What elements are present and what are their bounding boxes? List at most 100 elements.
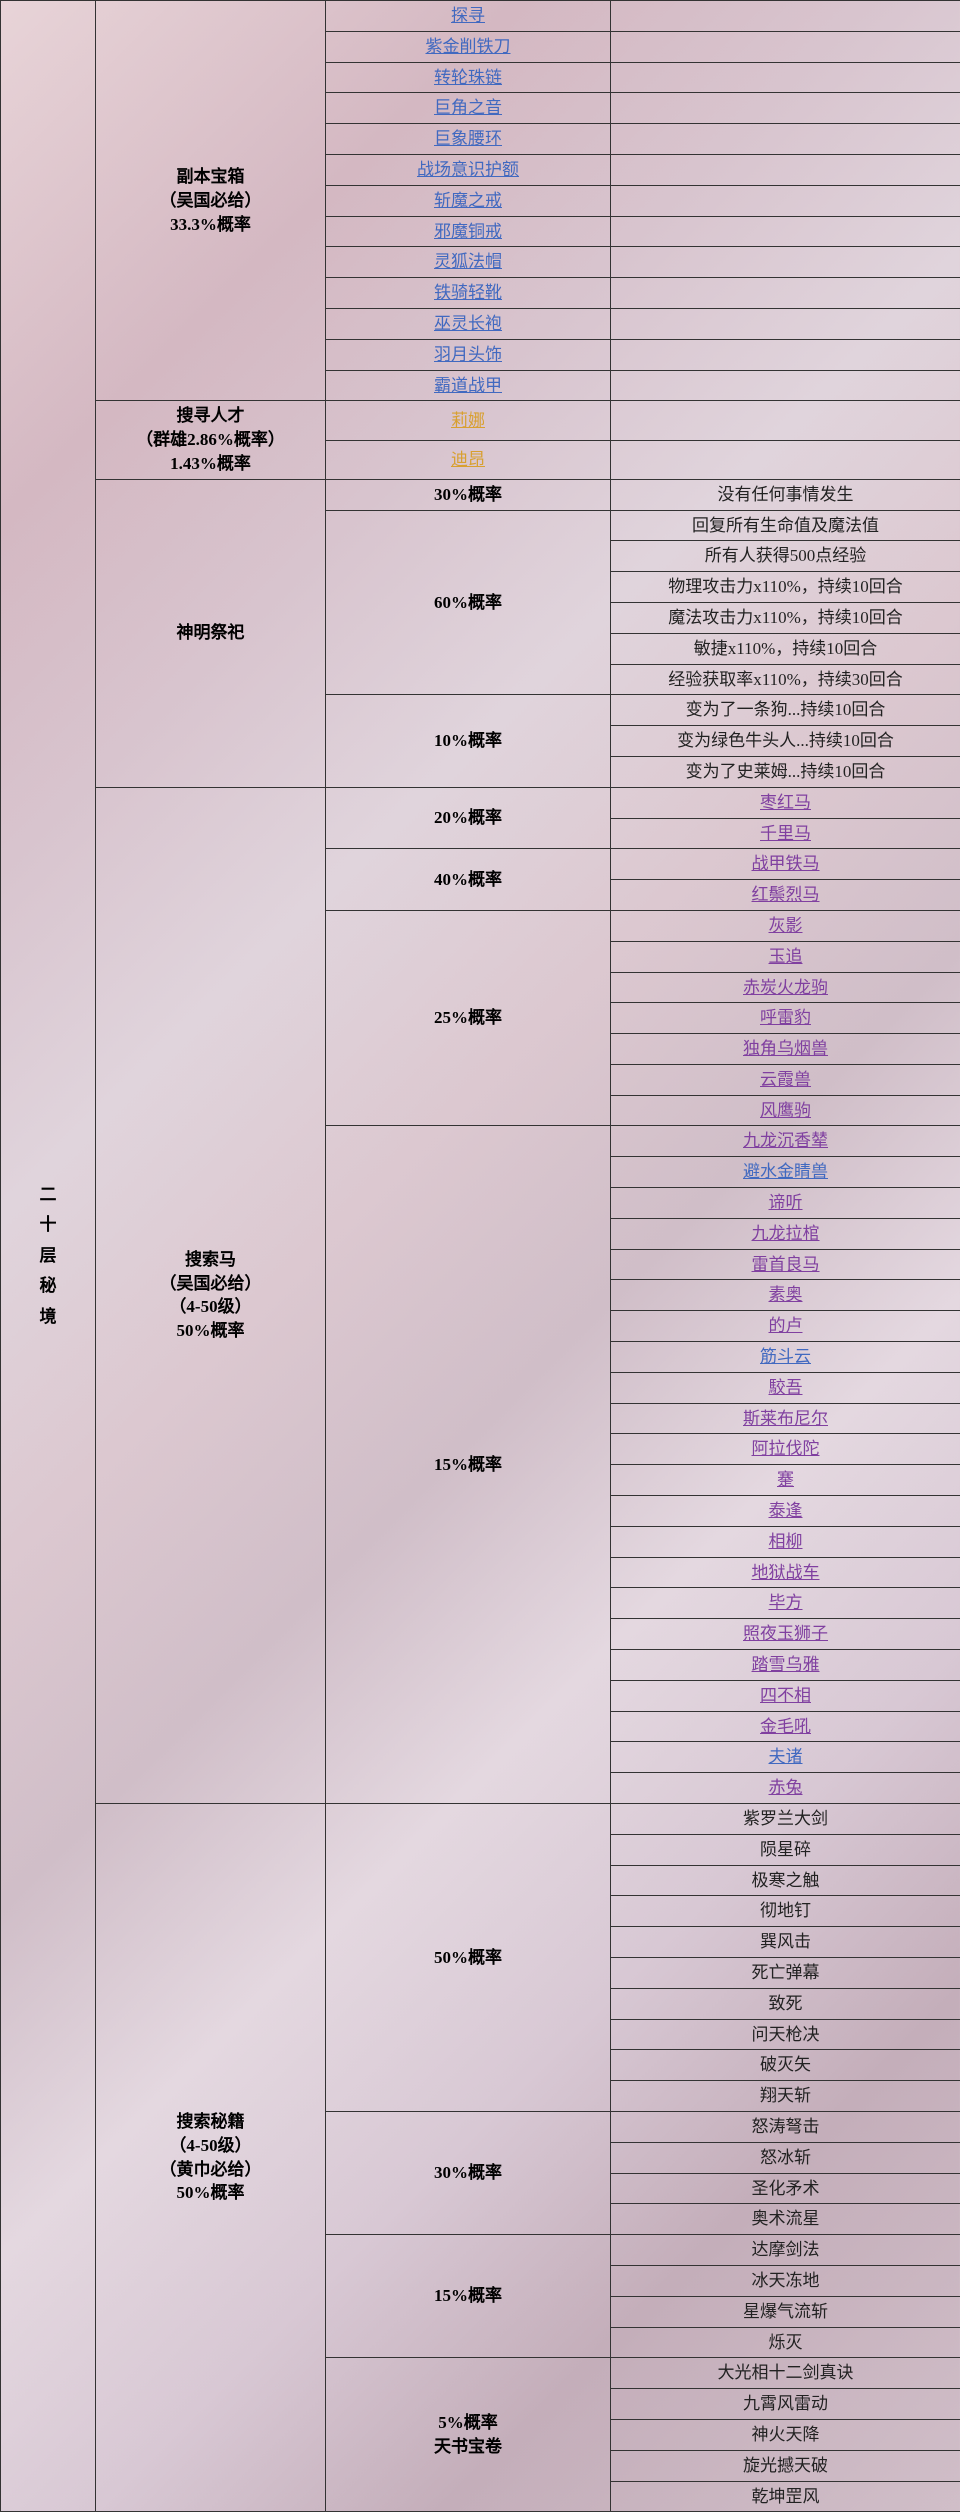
- probability-cell: 15%概率: [326, 1126, 611, 1804]
- chest-item[interactable]: 灵狐法帽: [326, 247, 611, 278]
- horse-item[interactable]: 战甲铁马: [611, 849, 960, 880]
- horse-item[interactable]: 灰影: [611, 910, 960, 941]
- horse-item[interactable]: 九龙拉棺: [611, 1218, 960, 1249]
- skill-item: 烁灭: [611, 2327, 960, 2358]
- horse-item[interactable]: 枣红马: [611, 787, 960, 818]
- horse-item[interactable]: 泰逢: [611, 1496, 960, 1527]
- chest-item[interactable]: 巨象腰环: [326, 124, 611, 155]
- chest-item[interactable]: 探寻: [326, 1, 611, 32]
- horse-item[interactable]: 筋斗云: [611, 1342, 960, 1373]
- horse-item[interactable]: 九龙沉香辇: [611, 1126, 960, 1157]
- empty-cell: [611, 339, 960, 370]
- chest-item[interactable]: 紫金削铁刀: [326, 31, 611, 62]
- effect-item: 物理攻击力x110%，持续10回合: [611, 572, 960, 603]
- chest-item[interactable]: 战场意识护额: [326, 154, 611, 185]
- effect-item: 回复所有生命值及魔法值: [611, 510, 960, 541]
- horse-item[interactable]: 红鬃烈马: [611, 880, 960, 911]
- horse-item[interactable]: 云霞兽: [611, 1064, 960, 1095]
- empty-cell: [611, 401, 960, 440]
- chest-item[interactable]: 巨角之音: [326, 93, 611, 124]
- horse-item[interactable]: 雷首良马: [611, 1249, 960, 1280]
- horse-item[interactable]: 夫诸: [611, 1742, 960, 1773]
- chest-item[interactable]: 铁骑轻靴: [326, 278, 611, 309]
- skill-item: 九霄风雷动: [611, 2389, 960, 2420]
- empty-cell: [611, 154, 960, 185]
- talent-item[interactable]: 迪昂: [326, 440, 611, 479]
- main-label: 二十层秘境: [1, 1, 96, 2512]
- horse-item[interactable]: 赤兔: [611, 1773, 960, 1804]
- skill-item: 怒冰斩: [611, 2142, 960, 2173]
- empty-cell: [611, 62, 960, 93]
- horse-item[interactable]: 玉追: [611, 941, 960, 972]
- horse-item[interactable]: 独角乌烟兽: [611, 1034, 960, 1065]
- effect-item: 变为绿色牛头人...持续10回合: [611, 726, 960, 757]
- skill-item: 冰天冻地: [611, 2265, 960, 2296]
- horse-item[interactable]: 风鹰驹: [611, 1095, 960, 1126]
- probability-cell: 25%概率: [326, 910, 611, 1126]
- effect-item: 没有任何事情发生: [611, 479, 960, 510]
- horse-item[interactable]: 四不相: [611, 1680, 960, 1711]
- section-horse-label: 搜索马（吴国必给）（4-50级）50%概率: [96, 787, 326, 1803]
- skill-item: 翔天斩: [611, 2081, 960, 2112]
- skill-item: 陨星碎: [611, 1834, 960, 1865]
- horse-item[interactable]: 照夜玉狮子: [611, 1619, 960, 1650]
- horse-item[interactable]: 呼雷豹: [611, 1003, 960, 1034]
- horse-item[interactable]: 金毛吼: [611, 1711, 960, 1742]
- chest-item[interactable]: 邪魔铜戒: [326, 216, 611, 247]
- effect-item: 敏捷x110%，持续10回合: [611, 633, 960, 664]
- chest-item[interactable]: 巫灵长袍: [326, 308, 611, 339]
- probability-cell: 10%概率: [326, 695, 611, 787]
- empty-cell: [611, 93, 960, 124]
- probability-cell: 60%概率: [326, 510, 611, 695]
- empty-cell: [611, 308, 960, 339]
- probability-cell: 20%概率: [326, 787, 611, 849]
- horse-item[interactable]: 踏雪乌雅: [611, 1650, 960, 1681]
- talent-item[interactable]: 莉娜: [326, 401, 611, 440]
- empty-cell: [611, 31, 960, 62]
- section-skill-label: 搜索秘籍（4-50级）（黄巾必给）50%概率: [96, 1804, 326, 2512]
- skill-item: 致死: [611, 1988, 960, 2019]
- empty-cell: [611, 278, 960, 309]
- skill-item: 怒涛弩击: [611, 2111, 960, 2142]
- horse-item[interactable]: 相柳: [611, 1526, 960, 1557]
- horse-item[interactable]: 的卢: [611, 1311, 960, 1342]
- horse-item[interactable]: 駮吾: [611, 1372, 960, 1403]
- skill-item: 极寒之触: [611, 1865, 960, 1896]
- probability-cell: 5%概率天书宝卷: [326, 2358, 611, 2512]
- horse-item[interactable]: 谛听: [611, 1188, 960, 1219]
- skill-item: 达摩剑法: [611, 2235, 960, 2266]
- horse-item[interactable]: 素奥: [611, 1280, 960, 1311]
- horse-item[interactable]: 毕方: [611, 1588, 960, 1619]
- effect-item: 魔法攻击力x110%，持续10回合: [611, 602, 960, 633]
- probability-cell: 40%概率: [326, 849, 611, 911]
- skill-item: 神火天降: [611, 2419, 960, 2450]
- chest-item[interactable]: 转轮珠链: [326, 62, 611, 93]
- skill-item: 圣化矛术: [611, 2173, 960, 2204]
- skill-item: 大光相十二剑真诀: [611, 2358, 960, 2389]
- empty-cell: [611, 185, 960, 216]
- horse-item[interactable]: 赤炭火龙驹: [611, 972, 960, 1003]
- skill-item: 巽风击: [611, 1927, 960, 1958]
- section-chest-label: 副本宝箱（吴国必给）33.3%概率: [96, 1, 326, 401]
- horse-item[interactable]: 避水金睛兽: [611, 1157, 960, 1188]
- horse-item[interactable]: 千里马: [611, 818, 960, 849]
- empty-cell: [611, 1, 960, 32]
- empty-cell: [611, 216, 960, 247]
- probability-cell: 15%概率: [326, 2235, 611, 2358]
- section-talent-label: 搜寻人才（群雄2.86%概率）1.43%概率: [96, 401, 326, 479]
- chest-item[interactable]: 羽月头饰: [326, 339, 611, 370]
- effect-item: 变为了一条狗...持续10回合: [611, 695, 960, 726]
- empty-cell: [611, 370, 960, 401]
- skill-item: 紫罗兰大剑: [611, 1804, 960, 1835]
- horse-item[interactable]: 䞿: [611, 1465, 960, 1496]
- horse-item[interactable]: 阿拉伐陀: [611, 1434, 960, 1465]
- chest-item[interactable]: 霸道战甲: [326, 370, 611, 401]
- effect-item: 变为了史莱姆...持续10回合: [611, 756, 960, 787]
- chest-item[interactable]: 斩魔之戒: [326, 185, 611, 216]
- horse-item[interactable]: 斯莱布尼尔: [611, 1403, 960, 1434]
- drop-table: 二十层秘境副本宝箱（吴国必给）33.3%概率探寻紫金削铁刀转轮珠链巨角之音巨象腰…: [0, 0, 960, 2512]
- effect-item: 经验获取率x110%，持续30回合: [611, 664, 960, 695]
- horse-item[interactable]: 地狱战车: [611, 1557, 960, 1588]
- probability-cell: 30%概率: [326, 479, 611, 510]
- skill-item: 破灭矢: [611, 2050, 960, 2081]
